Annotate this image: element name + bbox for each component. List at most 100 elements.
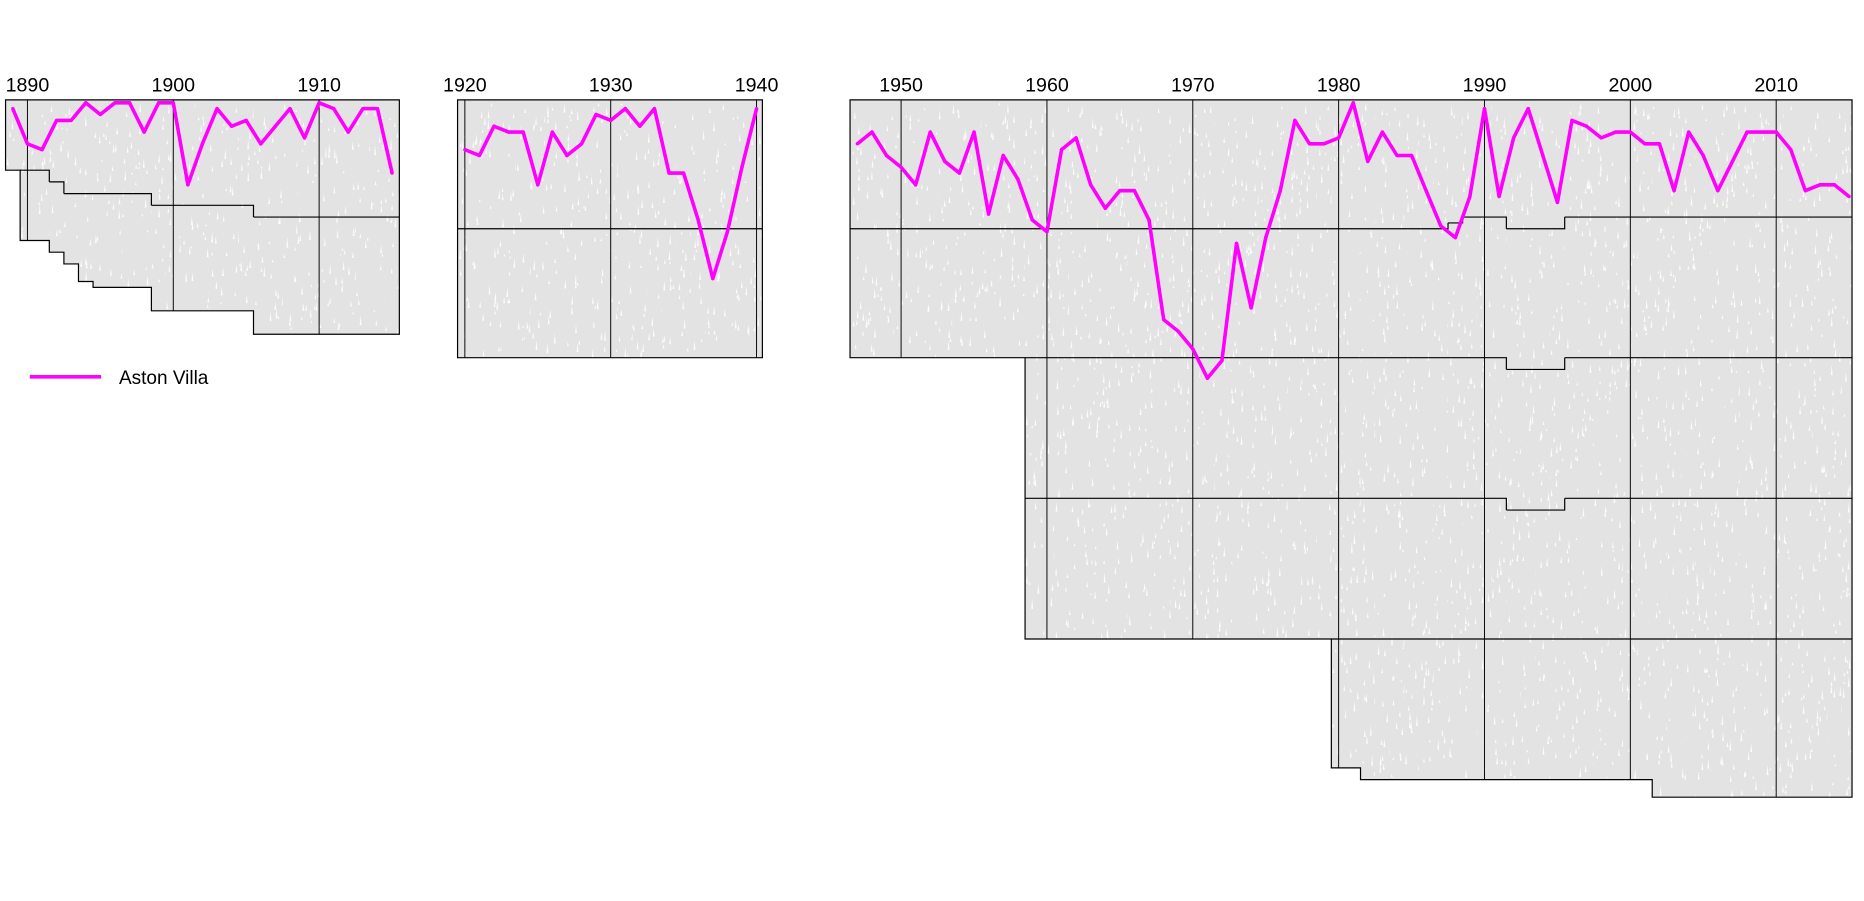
background-gap [1443, 210, 1446, 213]
background-gap [524, 107, 527, 114]
background-gap [753, 326, 756, 332]
background-gap [968, 151, 971, 156]
background-gap [1582, 651, 1585, 654]
background-gap [1291, 182, 1294, 190]
background-gap [234, 291, 237, 296]
background-gap [1037, 334, 1040, 338]
background-gap [1552, 324, 1555, 331]
background-gap [1057, 450, 1060, 455]
data-point-2013 [1818, 183, 1822, 187]
background-gap [1723, 107, 1726, 117]
background-gap [1777, 713, 1779, 724]
background-gap [1109, 236, 1112, 242]
data-point-1958 [1016, 177, 1020, 181]
background-gap [224, 148, 227, 159]
background-gap [574, 252, 577, 260]
background-gap [1187, 418, 1189, 422]
background-gap [960, 310, 963, 321]
background-gap [1635, 388, 1638, 398]
background-gap [1636, 119, 1639, 122]
background-gap [1834, 447, 1837, 455]
background-gap [1040, 458, 1043, 467]
background-gap [1239, 243, 1242, 251]
data-point-1915 [390, 171, 394, 175]
background-gap [1162, 220, 1165, 230]
background-gap [1317, 591, 1320, 600]
background-gap [1365, 419, 1368, 428]
background-gap [1386, 324, 1389, 330]
background-gap [1273, 190, 1276, 200]
background-gap [1180, 524, 1183, 533]
background-gap [1406, 355, 1409, 363]
background-gap [1254, 427, 1257, 432]
background-gap [169, 217, 172, 226]
background-gap [1343, 605, 1345, 613]
background-gap [1089, 356, 1091, 366]
background-gap [1847, 486, 1850, 497]
background-gap [1463, 478, 1466, 488]
background-gap [1080, 412, 1083, 420]
background-gap [852, 151, 855, 154]
background-gap [1551, 130, 1554, 133]
background-gap [1580, 516, 1583, 519]
background-gap [1051, 582, 1054, 591]
background-gap [1466, 233, 1469, 237]
background-gap [917, 284, 920, 294]
background-gap [1524, 702, 1527, 708]
background-gap [1617, 196, 1620, 207]
background-gap [1693, 526, 1696, 531]
background-gap [982, 251, 985, 254]
background-gap [1217, 632, 1220, 638]
background-gap [1669, 426, 1672, 437]
background-gap [1333, 507, 1336, 515]
background-gap [1525, 507, 1528, 516]
background-gap [615, 207, 618, 212]
background-gap [1839, 528, 1842, 533]
background-gap [1379, 280, 1381, 287]
background-gap [1151, 445, 1154, 449]
background-gap [897, 131, 900, 138]
background-gap [713, 329, 716, 335]
background-gap [1820, 265, 1823, 277]
background-gap [1594, 659, 1597, 670]
background-gap [1819, 375, 1822, 381]
background-gap [1165, 500, 1168, 506]
background-gap [1747, 146, 1749, 153]
background-gap [1481, 595, 1484, 604]
background-gap [576, 109, 579, 120]
background-gap [1810, 323, 1813, 331]
background-gap [1659, 268, 1662, 279]
background-gap [1846, 670, 1849, 674]
background-gap [1807, 682, 1810, 688]
background-gap [1056, 379, 1059, 390]
background-gap [1500, 128, 1502, 132]
background-gap [1144, 351, 1147, 356]
background-gap [1448, 714, 1451, 723]
background-gap [1804, 459, 1807, 464]
background-gap [1399, 752, 1402, 757]
background-gap [1064, 447, 1067, 454]
background-gap [1526, 205, 1529, 216]
background-gap [1145, 338, 1148, 344]
background-gap [521, 285, 524, 292]
background-gap [1225, 283, 1228, 287]
background-gap [1261, 550, 1264, 554]
data-point-1948 [870, 130, 874, 134]
background-gap [283, 152, 286, 157]
other-teams-fill [1097, 99, 1114, 639]
background-gap [1343, 659, 1346, 666]
background-gap [290, 326, 293, 330]
background-gap [1314, 324, 1317, 331]
background-gap [1713, 568, 1716, 576]
background-gap [1259, 148, 1262, 156]
background-gap [1215, 453, 1218, 462]
background-gap [1390, 570, 1393, 581]
background-gap [1340, 169, 1343, 177]
background-gap [1394, 567, 1397, 578]
background-gap [938, 327, 941, 332]
background-gap [1068, 142, 1071, 152]
background-gap [1408, 598, 1411, 610]
background-gap [1254, 183, 1257, 192]
background-gap [1475, 471, 1478, 481]
background-gap [1847, 502, 1850, 513]
